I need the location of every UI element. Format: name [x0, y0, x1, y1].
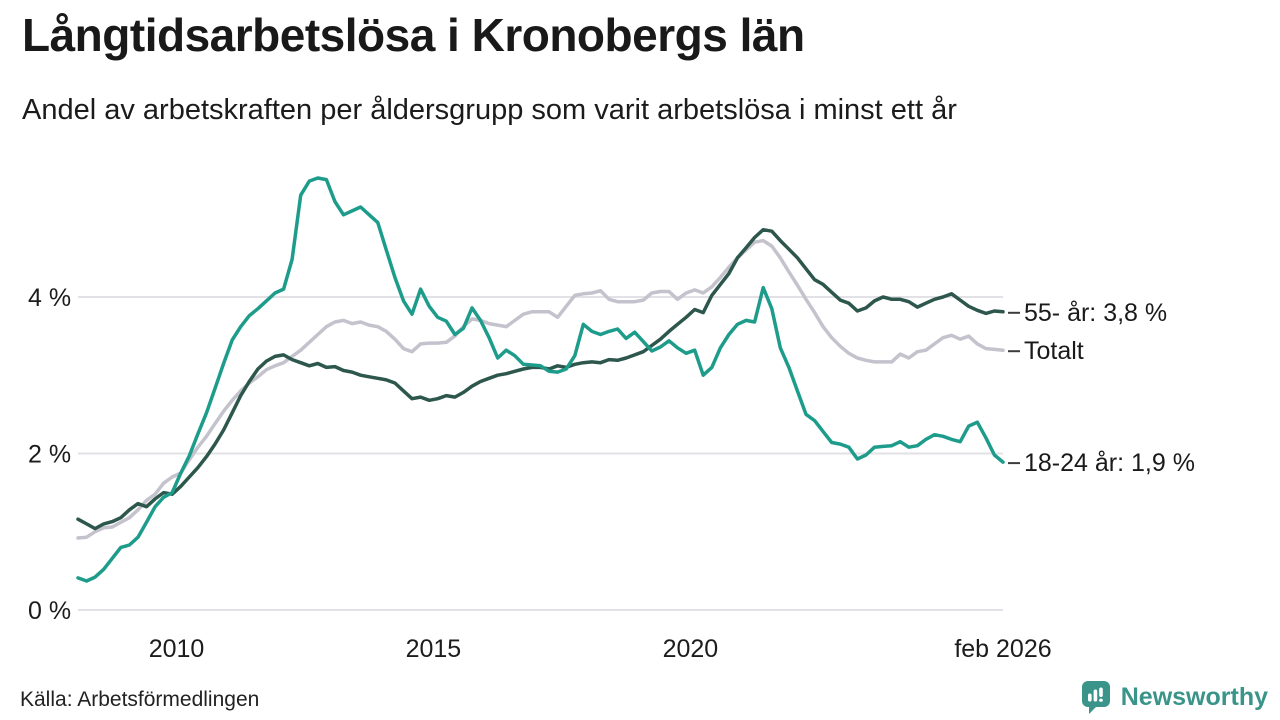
x-axis-tick-label: 2015: [406, 635, 462, 663]
source-note: Källa: Arbetsförmedlingen: [20, 688, 260, 711]
chart-title: Långtidsarbetslösa i Kronobergs län: [22, 9, 805, 61]
chart-subtitle: Andel av arbetskraften per åldersgrupp s…: [22, 94, 957, 126]
y-axis-tick-label: 2 %: [28, 441, 71, 469]
series-end-label-18-24-ar: 18-24 år: 1,9 %: [1024, 449, 1195, 477]
series-line-totalt: [76, 238, 1005, 540]
series-end-label-totalt: Totalt: [1024, 337, 1084, 365]
brand-name: Newsworthy: [1120, 683, 1268, 711]
y-axis-tick-label: 4 %: [28, 284, 71, 312]
newsworthy-logo-icon: [1081, 681, 1110, 714]
x-axis-tick-label: 2020: [663, 635, 719, 663]
series-line-18-24-ar: [76, 176, 1005, 583]
brand-logo: Newsworthy: [1080, 680, 1268, 715]
series-end-label-55-ar: 55- år: 3,8 %: [1024, 299, 1167, 327]
y-axis-tick-label: 0 %: [28, 597, 71, 625]
x-axis-tick-label: 2010: [149, 635, 205, 663]
x-axis-tick-label: feb 2026: [954, 635, 1051, 663]
